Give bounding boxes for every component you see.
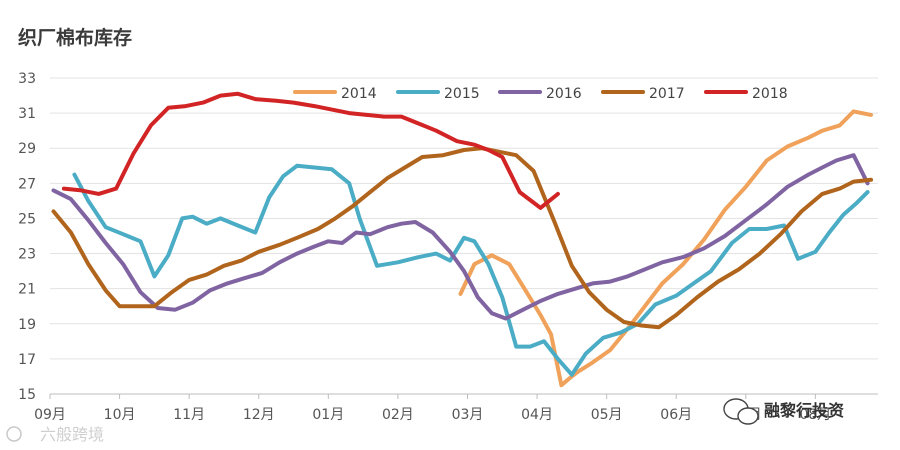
legend: 2014 2015 2016 2017 2018: [293, 86, 788, 102]
series-line-2015: [72, 163, 870, 377]
wechat-icon: [723, 398, 759, 425]
y-tick-label: 15: [18, 387, 36, 403]
y-tick-label: 33: [18, 71, 36, 87]
x-tick-label: 02月: [382, 407, 414, 423]
y-tick-label: 21: [18, 282, 36, 298]
x-tick-label: 10月: [104, 407, 136, 423]
series-line-2018: [61, 91, 560, 210]
legend-label-2016: 2016: [546, 86, 582, 102]
chart-title: 织厂棉布库存: [18, 26, 132, 49]
y-tick-label: 17: [18, 352, 36, 368]
watermark-left: 六般跨境: [6, 425, 104, 444]
x-tick-label: 09月: [34, 407, 66, 423]
x-tick-label: 11月: [173, 407, 205, 423]
series-lines: [51, 91, 873, 388]
watermark-right-text: 融黎行投资: [764, 401, 844, 420]
y-tick-label: 29: [18, 141, 36, 157]
watermark-right: 融黎行投资: [723, 398, 844, 425]
x-tick-label: 06月: [660, 407, 692, 423]
watermark-logo-icon: [6, 426, 22, 442]
y-tick-label: 23: [18, 247, 36, 263]
y-tick-label: 25: [18, 211, 36, 227]
x-tick-label: 05月: [591, 407, 623, 423]
series-line-2017: [51, 146, 873, 330]
y-tick-label: 27: [18, 176, 36, 192]
series-line-2016: [51, 153, 870, 321]
series-line-2014: [458, 109, 873, 388]
x-tick-label: 08月: [799, 407, 831, 423]
x-tick-label: 12月: [243, 407, 275, 423]
x-axis: 09月10月11月12月01月02月03月04月05月06月07月08月: [34, 394, 831, 423]
y-tick-label: 19: [18, 317, 36, 333]
legend-label-2018: 2018: [752, 86, 788, 102]
legend-label-2015: 2015: [444, 86, 480, 102]
y-tick-label: 31: [18, 106, 36, 122]
y-axis: 15 17 19 21 23 25 27 29 31 33: [18, 71, 36, 403]
legend-label-2014: 2014: [341, 86, 377, 102]
watermark-left-text: 六般跨境: [40, 425, 104, 444]
x-tick-label: 04月: [521, 407, 553, 423]
legend-label-2017: 2017: [649, 86, 685, 102]
x-tick-label: 01月: [312, 407, 344, 423]
x-tick-label: 03月: [452, 407, 484, 423]
